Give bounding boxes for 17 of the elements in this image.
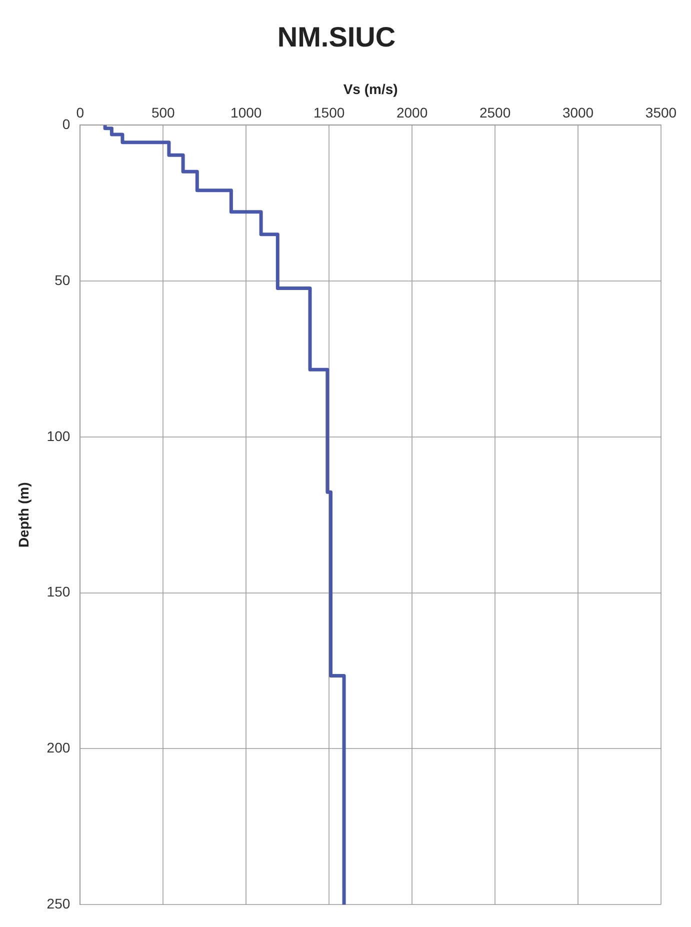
x-tick-label: 3000 [562, 104, 594, 121]
y-axis-title: Depth (m) [15, 482, 32, 548]
x-axis-title: Vs (m/s) [343, 80, 398, 97]
x-tick-label: 2000 [396, 104, 428, 121]
y-tick-label: 0 [62, 116, 70, 132]
x-tick-label: 500 [151, 104, 176, 121]
x-tick-label: 2500 [479, 104, 511, 121]
x-tick-label: 1000 [230, 104, 262, 121]
x-tick-label: 1500 [314, 104, 345, 121]
y-tick-label: 150 [46, 584, 70, 600]
y-tick-label: 250 [46, 895, 70, 912]
x-tick-label: 3500 [645, 104, 677, 121]
y-tick-label: 200 [46, 740, 70, 756]
y-tick-label: 100 [46, 428, 70, 444]
chart-title: NM.SIUC [277, 22, 396, 53]
y-tick-label: 50 [54, 272, 70, 288]
x-tick-label: 0 [76, 104, 84, 121]
